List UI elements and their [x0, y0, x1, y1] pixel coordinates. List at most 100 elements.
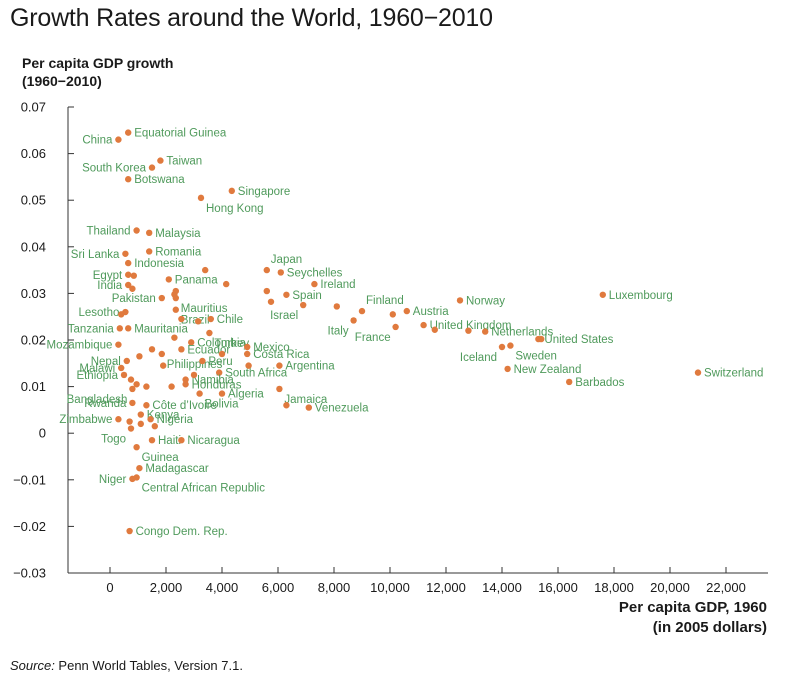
data-point-label: Netherlands [491, 327, 553, 339]
data-point-marker [118, 364, 125, 372]
data-point-label: Thailand [86, 225, 130, 237]
x-tick-label: 4,000 [206, 580, 239, 595]
data-point-marker [133, 443, 140, 451]
data-point-marker [694, 369, 702, 376]
data-point-marker [151, 423, 158, 430]
data-point-marker [116, 325, 124, 332]
x-tick-label: 10,000 [370, 580, 410, 595]
data-point-label: Lesotho [78, 307, 119, 319]
data-point-label: Iceland [460, 352, 497, 364]
data-point-marker [178, 436, 185, 444]
data-point-marker [305, 404, 312, 411]
y-tick-label: 0.06 [21, 146, 46, 161]
data-point-marker [350, 317, 357, 324]
data-point-label: Honduras [192, 379, 242, 391]
x-tick-label: 18,000 [594, 580, 634, 595]
data-point-marker [482, 328, 489, 335]
y-tick-label: −0.02 [13, 519, 46, 534]
data-point-marker [129, 285, 136, 292]
data-point-marker [190, 371, 198, 379]
data-point-label: Ireland [320, 279, 355, 291]
data-point-marker [127, 376, 135, 383]
data-point-label: Mauritius [181, 303, 228, 315]
data-point-label: Bangladesh [67, 394, 128, 406]
data-point-marker [133, 227, 140, 234]
data-point-marker [129, 385, 136, 393]
data-point-label: Romania [155, 246, 202, 258]
x-axis-label: Per capita GDP, 1960 (in 2005 dollars) [619, 598, 767, 638]
data-point-marker [245, 362, 252, 369]
data-point-label: Costa Rica [253, 349, 310, 361]
data-point-label: Hong Kong [206, 203, 264, 215]
data-point-marker [120, 371, 128, 379]
data-point-marker [136, 353, 143, 360]
data-point-marker [172, 294, 179, 302]
data-point-marker [566, 378, 573, 386]
data-point-label: Algeria [228, 389, 264, 401]
data-point-label: Philippines [167, 359, 223, 371]
data-point-marker [178, 315, 185, 323]
data-point-marker [115, 341, 122, 348]
x-tick-label: 12,000 [426, 580, 466, 595]
data-point-marker [276, 362, 283, 369]
data-point-marker [148, 346, 156, 353]
data-point-label: Nicaragua [187, 435, 240, 447]
data-point-label: Tanzania [68, 323, 115, 335]
data-point-label: Seychelles [287, 267, 343, 279]
data-point-marker [206, 329, 213, 337]
data-point-marker [158, 350, 165, 358]
data-point-marker [504, 365, 511, 373]
data-point-label: South Africa [225, 368, 288, 380]
data-point-label: Madagascar [145, 463, 208, 475]
data-point-label: Congo Dem. Rep. [136, 526, 228, 538]
y-axis-label: Per capita GDP growth (1960−2010) [22, 54, 173, 90]
data-point-marker [277, 269, 284, 276]
data-point-label: Zimbabwe [59, 414, 112, 426]
data-point-marker [146, 229, 153, 237]
y-tick-label: 0 [39, 426, 46, 441]
data-point-marker [202, 266, 209, 274]
data-point-marker [538, 335, 545, 343]
y-tick-label: 0.02 [21, 333, 46, 348]
y-tick-label: −0.01 [13, 472, 46, 487]
data-point-marker [244, 343, 251, 351]
data-point-marker [148, 436, 156, 444]
data-point-label: United States [544, 334, 613, 346]
data-point-marker [182, 376, 189, 383]
data-point-label: Luxembourg [609, 290, 673, 302]
y-tick-label: −0.03 [13, 566, 46, 581]
data-point-label: Israel [270, 310, 298, 322]
y-axis-label-line2: (1960−2010) [22, 73, 102, 89]
data-point-label: Singapore [238, 186, 290, 198]
data-point-marker [244, 350, 251, 358]
data-point-marker [136, 464, 143, 472]
data-point-marker [125, 281, 132, 289]
y-tick-label: 0.04 [21, 239, 46, 254]
x-tick-label: 16,000 [538, 580, 578, 595]
data-point-marker [196, 390, 203, 397]
data-point-marker [218, 350, 226, 358]
data-point-label: Sri Lanka [71, 249, 120, 261]
data-point-marker [178, 346, 185, 353]
data-point-marker [115, 136, 122, 143]
data-point-label: Bolivia [205, 399, 239, 411]
x-tick-label: 20,000 [650, 580, 690, 595]
data-point-marker [283, 402, 290, 409]
data-point-label: Peru [208, 356, 232, 368]
chart-title: Growth Rates around the World, 1960−2010 [10, 4, 493, 32]
data-point-marker [283, 291, 290, 298]
x-tick-label: 0 [106, 580, 113, 595]
data-point-label: Finland [366, 295, 404, 307]
data-point-label: Rwanda [84, 398, 127, 410]
data-point-marker [431, 326, 438, 333]
data-point-label: Indonesia [134, 258, 184, 270]
data-point-marker [160, 362, 167, 369]
data-point-label: Togo [101, 434, 126, 446]
x-tick-label: 14,000 [482, 580, 522, 595]
data-point-label: Argentina [285, 361, 335, 373]
x-axis-label-line2: (in 2005 dollars) [652, 619, 767, 636]
data-point-label: New Zealand [514, 364, 582, 376]
data-point-marker [199, 357, 206, 365]
data-point-marker [125, 176, 132, 183]
